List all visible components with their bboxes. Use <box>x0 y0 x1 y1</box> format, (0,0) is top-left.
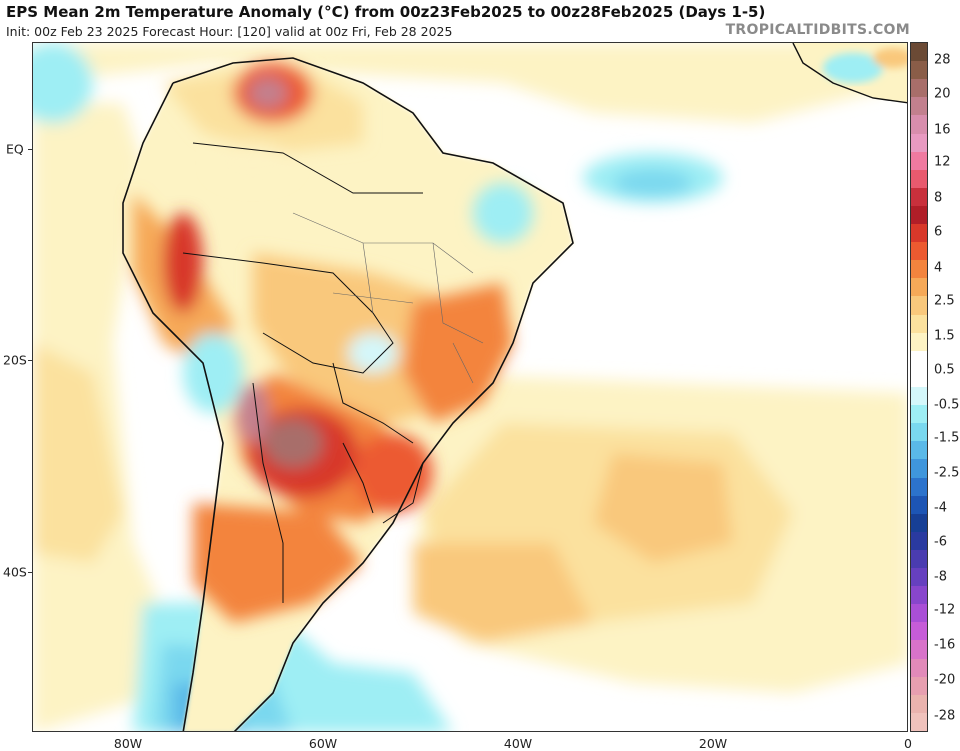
colorbar-label: -0.5 <box>934 397 960 413</box>
colorbar-label: 0.5 <box>934 362 955 378</box>
lon-label-40w: 40W <box>503 736 533 751</box>
colorbar-segment <box>911 640 927 660</box>
colorbar-segment <box>911 350 927 370</box>
colorbar-label: -2.5 <box>934 465 960 481</box>
colorbar-label: 2.5 <box>934 293 955 309</box>
colorbar-segment <box>911 586 927 605</box>
lat-label-40s: 40S <box>3 564 27 580</box>
colorbar-segment <box>911 79 927 98</box>
colorbar-label: -4 <box>934 500 947 516</box>
lat-label-eq: EQ <box>6 141 24 157</box>
colorbar-label: 28 <box>934 52 951 68</box>
africa-anomaly <box>823 48 907 83</box>
source-credit: TROPICALTIDBITS.COM <box>725 22 910 38</box>
colorbar-label: 16 <box>934 122 951 138</box>
lat-label-20s: 20S <box>3 352 27 368</box>
colorbar-segment <box>911 531 927 551</box>
colorbar-segment <box>911 423 927 442</box>
colorbar-label: -16 <box>934 637 956 653</box>
lon-label-20w: 20W <box>698 736 728 751</box>
colorbar-label: 12 <box>934 154 951 170</box>
colorbar-label: -20 <box>934 672 956 688</box>
colorbar-segment <box>911 495 927 515</box>
colorbar <box>910 42 928 732</box>
lon-label-0: 0 <box>904 736 912 751</box>
colorbar-segment <box>911 97 927 116</box>
colorbar-segment <box>911 224 927 243</box>
colorbar-segment <box>911 368 927 388</box>
colorbar-segment <box>911 459 927 478</box>
lon-label-60w: 60W <box>308 736 338 751</box>
colorbar-segment <box>911 169 927 189</box>
colorbar-label: -1.5 <box>934 430 960 446</box>
colorbar-label: 4 <box>934 260 943 276</box>
colorbar-segment <box>911 242 927 261</box>
colorbar-segment <box>911 441 927 460</box>
colorbar-segment <box>911 604 927 623</box>
colorbar-segment <box>911 405 927 424</box>
colorbar-segment <box>911 712 927 732</box>
colorbar-label: -12 <box>934 602 956 618</box>
coastline <box>122 57 574 731</box>
lon-label-80w: 80W <box>113 736 143 751</box>
lat-tick-20s <box>28 360 32 361</box>
colorbar-segment <box>911 278 927 297</box>
colorbar-segment <box>911 296 927 316</box>
colorbar-segment <box>911 549 927 569</box>
colorbar-segment <box>911 387 927 406</box>
colorbar-segment <box>911 622 927 641</box>
lat-tick-40s <box>28 572 32 573</box>
colorbar-label: -6 <box>934 534 947 550</box>
colorbar-label: 8 <box>934 190 943 206</box>
colorbar-segment <box>911 568 927 587</box>
temperature-anomaly-map <box>32 42 908 732</box>
colorbar-segment <box>911 332 927 352</box>
colorbar-segment <box>911 133 927 153</box>
colorbar-segment <box>911 513 927 533</box>
country-borders <box>182 142 424 603</box>
colorbar-segment <box>911 260 927 279</box>
colorbar-segment <box>911 205 927 225</box>
colorbar-segment <box>911 187 927 207</box>
colorbar-label: -28 <box>934 708 956 724</box>
colorbar-segment <box>911 694 927 714</box>
colorbar-segment <box>911 676 927 696</box>
map-canvas <box>33 43 907 731</box>
colorbar-label: -8 <box>934 569 947 585</box>
colorbar-segment <box>911 477 927 497</box>
land-anomaly-field <box>133 63 533 623</box>
africa-coastline <box>792 43 907 104</box>
colorbar-segment <box>911 314 927 334</box>
chart-subtitle: Init: 00z Feb 23 2025 Forecast Hour: [12… <box>6 24 453 39</box>
colorbar-segment <box>911 43 927 62</box>
state-borders <box>292 212 484 384</box>
colorbar-segment <box>911 151 927 171</box>
colorbar-label: 6 <box>934 224 943 240</box>
colorbar-segment <box>911 658 927 678</box>
chart-title: EPS Mean 2m Temperature Anomaly (°C) fro… <box>6 3 766 21</box>
lat-tick-eq <box>28 149 32 150</box>
colorbar-segment <box>911 61 927 80</box>
colorbar-label: 1.5 <box>934 328 955 344</box>
colorbar-label: 20 <box>934 86 951 102</box>
colorbar-segment <box>911 115 927 134</box>
